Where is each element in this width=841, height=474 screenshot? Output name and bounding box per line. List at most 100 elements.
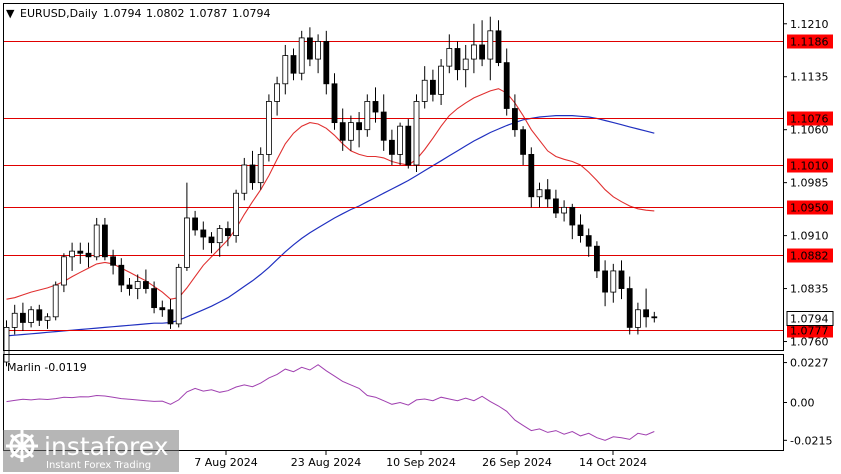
candle: [626, 276, 633, 335]
ohlc-open: 1.0794: [103, 7, 142, 20]
candle: [544, 179, 551, 208]
candle-body-bull: [44, 316, 51, 321]
candle-body-bull: [470, 44, 477, 60]
candle: [315, 34, 322, 74]
candle: [512, 94, 518, 137]
level-label-bg-1.1076: [787, 111, 833, 126]
candle: [200, 221, 207, 250]
candle-body-bull: [241, 164, 248, 194]
chart-menu-arrow-icon[interactable]: ▼: [6, 7, 15, 20]
price-tick-label: 1.0835: [790, 283, 829, 296]
candle: [503, 48, 510, 116]
osc-tick-label: 0.00: [790, 397, 815, 410]
candle-body-bear: [200, 229, 207, 238]
candle-body-bear: [429, 79, 436, 95]
level-label-1.1076: 1.1076: [790, 113, 829, 126]
time-tick-label: 26 Sep 2024: [482, 456, 552, 469]
candle-body-bull: [347, 122, 354, 141]
candle-body-bear: [553, 198, 559, 214]
candle-body-bear: [19, 312, 26, 323]
candle-body-bull: [364, 101, 371, 131]
candle-body-bear: [118, 264, 125, 286]
candle-body-bull: [438, 65, 445, 95]
candle: [339, 108, 346, 151]
candle: [126, 277, 133, 296]
indicator-frame: [3, 354, 784, 451]
price-tick-label: 1.0760: [790, 336, 829, 349]
candle-body-bear: [503, 62, 510, 109]
symbol-label: EURUSD,Daily: [20, 7, 98, 20]
candle-body-bear: [159, 307, 166, 311]
candle-body-bear: [102, 224, 108, 258]
candle: [536, 182, 543, 208]
candle-body-bull: [282, 55, 289, 85]
candle: [454, 41, 461, 81]
ohlc-low: 1.0787: [189, 7, 228, 20]
candle: [257, 147, 264, 190]
level-label-1.1186: 1.1186: [790, 36, 829, 49]
candle: [3, 320, 10, 367]
candle-body-bull: [61, 256, 67, 286]
candle-body-bear: [151, 288, 158, 309]
candle: [224, 221, 231, 247]
candle: [413, 94, 420, 173]
candle: [151, 281, 158, 314]
candle-body-bull: [175, 266, 182, 325]
candle: [167, 299, 174, 329]
time-tick-label: 14 Oct 2024: [579, 456, 647, 469]
candle: [479, 20, 486, 67]
candle: [421, 66, 428, 109]
candle: [306, 27, 313, 67]
candle-body-bear: [77, 250, 84, 254]
marlin-oscillator: 0.0227 0.00 -0.0215: [6, 357, 832, 447]
price-tick-label: 1.0910: [790, 230, 829, 243]
candle-body-bear: [651, 316, 658, 319]
candle-body-bear: [388, 139, 395, 155]
candle-body-bull: [487, 30, 494, 60]
candle-body-bull: [413, 101, 420, 166]
watermark-brand: instaforex: [44, 432, 169, 461]
candle: [380, 94, 387, 151]
candle-body-bull: [216, 228, 223, 244]
candle: [356, 112, 363, 148]
time-tick-label: 23 Aug 2024: [291, 456, 361, 469]
candle: [487, 16, 494, 81]
candle-body-bear: [544, 189, 551, 200]
candle: [110, 249, 116, 275]
candle: [249, 150, 256, 190]
candle-body-bear: [594, 245, 600, 272]
instaforex-logo-icon: [6, 430, 38, 462]
candle: [446, 34, 453, 74]
candle-body-bear: [167, 309, 174, 325]
candle-body-bear: [479, 44, 486, 60]
candle: [569, 203, 576, 240]
fast-moving-average-line: [6, 88, 655, 300]
candle-body-bull: [134, 281, 141, 289]
slow-moving-average-line: [6, 114, 655, 337]
candle: [183, 182, 190, 271]
candle: [11, 304, 18, 335]
candle-body-bear: [626, 288, 633, 328]
current-price-label: 1.0794: [790, 313, 829, 326]
candle-body-bear: [249, 164, 256, 184]
candle: [216, 225, 223, 257]
candle: [61, 253, 67, 293]
osc-tick-label: -0.0215: [790, 434, 832, 447]
level-label-bg-1.1186: [787, 34, 833, 49]
candle: [159, 300, 166, 317]
candle-body-bull: [257, 154, 264, 184]
candle-body-bear: [569, 206, 576, 226]
candle-body-bull: [52, 284, 59, 318]
candle: [28, 306, 35, 328]
candle: [577, 214, 584, 243]
candle: [364, 94, 371, 137]
candle-body-bull: [462, 58, 469, 71]
candle-body-bull: [69, 250, 75, 258]
candle: [241, 157, 248, 201]
candle-body-bear: [290, 55, 297, 74]
indicator-title: Marlin -0.0119: [7, 361, 87, 374]
candle: [175, 263, 182, 328]
candle-body-bear: [372, 101, 379, 113]
candle: [618, 260, 625, 300]
